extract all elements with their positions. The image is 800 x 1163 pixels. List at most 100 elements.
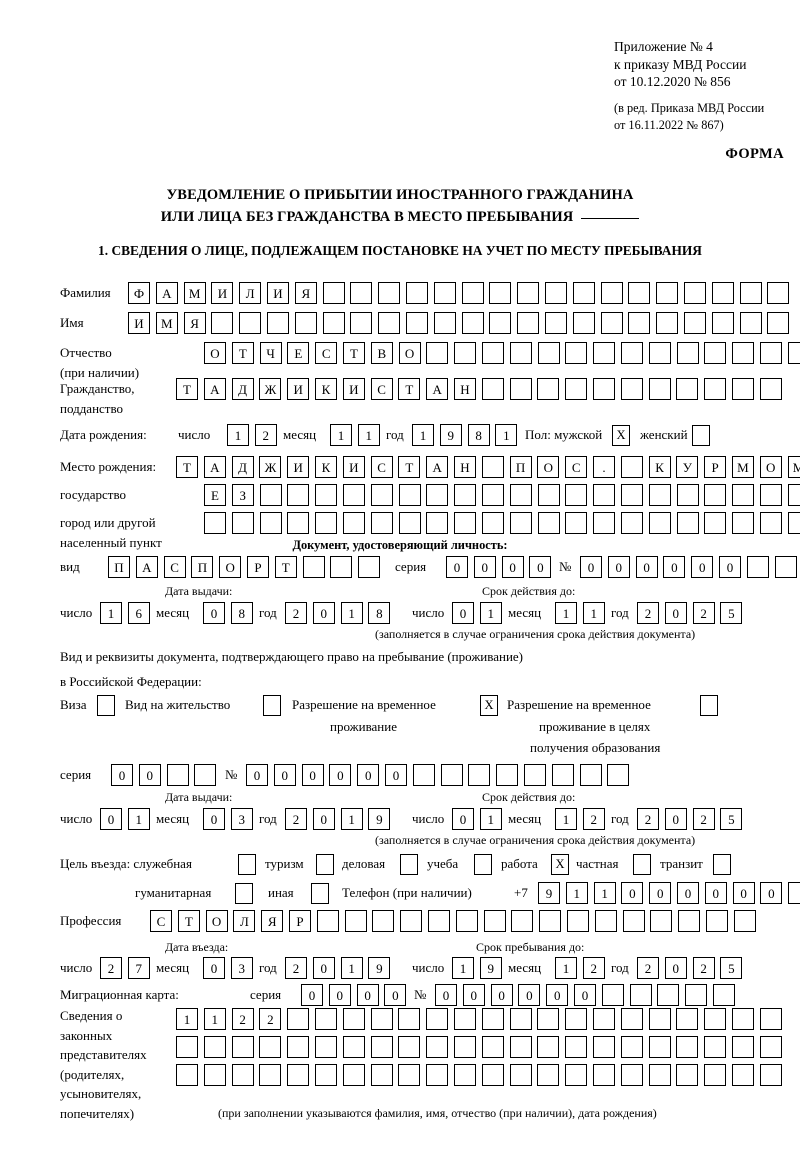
char-cell[interactable] xyxy=(759,1064,782,1086)
char-cell[interactable] xyxy=(454,512,477,534)
char-cell[interactable] xyxy=(509,484,532,506)
char-cell[interactable] xyxy=(620,1008,643,1030)
char-cell[interactable] xyxy=(759,342,782,364)
char-cell[interactable] xyxy=(166,764,189,786)
char-cell[interactable] xyxy=(739,282,762,304)
legal-rep-row-2-cells[interactable] xyxy=(176,1036,782,1058)
char-cell[interactable] xyxy=(342,1008,365,1030)
char-cell[interactable]: 0 xyxy=(384,984,407,1006)
char-cell[interactable]: 0 xyxy=(518,984,541,1006)
char-cell[interactable] xyxy=(620,342,643,364)
char-cell[interactable]: Р xyxy=(288,910,311,932)
char-cell[interactable]: 3 xyxy=(230,808,253,830)
char-cell[interactable] xyxy=(572,282,595,304)
permit-residence-checkbox[interactable] xyxy=(263,695,281,716)
char-cell[interactable]: А xyxy=(203,378,226,400)
char-cell[interactable]: 1 xyxy=(495,424,518,446)
char-cell[interactable] xyxy=(481,456,504,478)
purpose-tourism-checkbox[interactable] xyxy=(316,854,334,875)
char-cell[interactable] xyxy=(426,1036,449,1058)
char-cell[interactable]: М xyxy=(155,312,178,334)
char-cell[interactable] xyxy=(711,312,734,334)
char-cell[interactable]: Л xyxy=(239,282,262,304)
char-cell[interactable]: 1 xyxy=(340,602,363,624)
char-cell[interactable] xyxy=(732,512,755,534)
char-cell[interactable] xyxy=(539,910,562,932)
char-cell[interactable]: 0 xyxy=(246,764,268,786)
char-cell[interactable]: 8 xyxy=(467,424,490,446)
char-cell[interactable] xyxy=(489,282,512,304)
char-cell[interactable]: 0 xyxy=(111,764,133,786)
char-cell[interactable]: Т xyxy=(176,456,198,478)
char-cell[interactable] xyxy=(767,282,790,304)
char-cell[interactable] xyxy=(704,1036,727,1058)
char-cell[interactable] xyxy=(496,764,519,786)
char-cell[interactable] xyxy=(759,484,782,506)
char-cell[interactable] xyxy=(683,312,706,334)
char-cell[interactable] xyxy=(378,282,401,304)
char-cell[interactable] xyxy=(287,1008,310,1030)
char-cell[interactable] xyxy=(314,1036,337,1058)
char-cell[interactable] xyxy=(398,484,421,506)
char-cell[interactable]: 0 xyxy=(312,808,335,830)
char-cell[interactable] xyxy=(648,378,671,400)
char-cell[interactable] xyxy=(350,312,373,334)
purpose-service-checkbox[interactable] xyxy=(238,854,256,875)
char-cell[interactable]: 0 xyxy=(664,957,687,979)
char-cell[interactable] xyxy=(461,312,484,334)
char-cell[interactable] xyxy=(426,512,449,534)
char-cell[interactable]: 0 xyxy=(203,602,225,624)
char-cell[interactable] xyxy=(594,910,617,932)
char-cell[interactable] xyxy=(370,484,393,506)
char-cell[interactable]: Т xyxy=(177,910,200,932)
char-cell[interactable]: 0 xyxy=(203,957,225,979)
char-cell[interactable] xyxy=(685,984,708,1006)
char-cell[interactable] xyxy=(656,282,679,304)
char-cell[interactable] xyxy=(287,512,310,534)
char-cell[interactable] xyxy=(481,512,504,534)
char-cell[interactable]: Т xyxy=(176,378,198,400)
char-cell[interactable] xyxy=(481,1036,504,1058)
char-cell[interactable]: А xyxy=(155,282,178,304)
char-cell[interactable]: 0 xyxy=(580,556,602,578)
char-cell[interactable]: 0 xyxy=(704,882,727,904)
char-cell[interactable] xyxy=(461,282,484,304)
char-cell[interactable] xyxy=(231,1064,254,1086)
char-cell[interactable] xyxy=(731,378,754,400)
char-cell[interactable] xyxy=(322,312,345,334)
char-cell[interactable] xyxy=(572,312,595,334)
char-cell[interactable]: Е xyxy=(287,342,310,364)
char-cell[interactable]: 0 xyxy=(356,984,379,1006)
char-cell[interactable]: 1 xyxy=(340,957,363,979)
char-cell[interactable]: З xyxy=(231,484,254,506)
char-cell[interactable]: 0 xyxy=(328,984,351,1006)
char-cell[interactable] xyxy=(676,378,699,400)
char-cell[interactable]: 2 xyxy=(637,808,659,830)
char-cell[interactable]: 2 xyxy=(285,957,307,979)
char-cell[interactable] xyxy=(648,342,671,364)
char-cell[interactable]: 1 xyxy=(582,602,605,624)
char-cell[interactable] xyxy=(426,1064,449,1086)
char-cell[interactable]: М xyxy=(787,456,800,478)
char-cell[interactable]: 1 xyxy=(127,808,150,830)
char-cell[interactable] xyxy=(732,484,755,506)
char-cell[interactable]: И xyxy=(128,312,150,334)
char-cell[interactable] xyxy=(426,342,449,364)
permit-visa-checkbox[interactable] xyxy=(97,695,115,716)
char-cell[interactable]: Я xyxy=(261,910,284,932)
char-cell[interactable]: П xyxy=(191,556,214,578)
char-cell[interactable] xyxy=(592,1008,615,1030)
char-cell[interactable] xyxy=(565,484,588,506)
char-cell[interactable]: 0 xyxy=(649,882,672,904)
char-cell[interactable]: С xyxy=(370,378,393,400)
char-cell[interactable] xyxy=(544,282,567,304)
